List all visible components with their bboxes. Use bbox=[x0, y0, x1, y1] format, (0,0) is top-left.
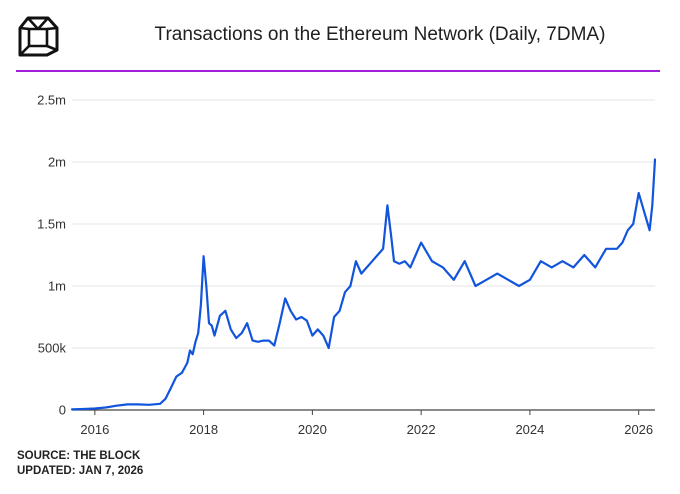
y-tick-label: 1.5m bbox=[37, 217, 66, 232]
x-tick-label: 2026 bbox=[624, 422, 653, 437]
y-tick-label: 2.5m bbox=[37, 93, 66, 108]
y-axis: 0 500k 1m 1.5m 2m 2.5m bbox=[37, 93, 66, 418]
y-tick-label: 0 bbox=[59, 403, 66, 418]
y-tick-label: 1m bbox=[48, 279, 66, 294]
x-tick-label: 2016 bbox=[80, 422, 109, 437]
updated-label: UPDATED: JAN 7, 2026 bbox=[17, 465, 144, 477]
source-label: SOURCE: THE BLOCK bbox=[17, 450, 141, 462]
x-tick-label: 2018 bbox=[189, 422, 218, 437]
footer: SOURCE: THE BLOCK UPDATED: JAN 7, 2026 bbox=[17, 449, 143, 479]
y-tick-label: 500k bbox=[38, 341, 67, 356]
series-line bbox=[70, 158, 657, 411]
x-tick-label: 2022 bbox=[407, 422, 436, 437]
title-divider bbox=[16, 70, 660, 72]
x-tick-label: 2020 bbox=[298, 422, 327, 437]
grid-lines bbox=[72, 99, 655, 411]
x-axis: 2016 2018 2020 2022 2024 2026 bbox=[80, 410, 653, 437]
cube-logo-icon bbox=[18, 16, 59, 57]
the-block-logo bbox=[17, 15, 59, 57]
y-tick-label: 2m bbox=[48, 155, 66, 170]
chart-title: Transactions on the Ethereum Network (Da… bbox=[154, 24, 606, 45]
x-tick-label: 2024 bbox=[515, 422, 544, 437]
